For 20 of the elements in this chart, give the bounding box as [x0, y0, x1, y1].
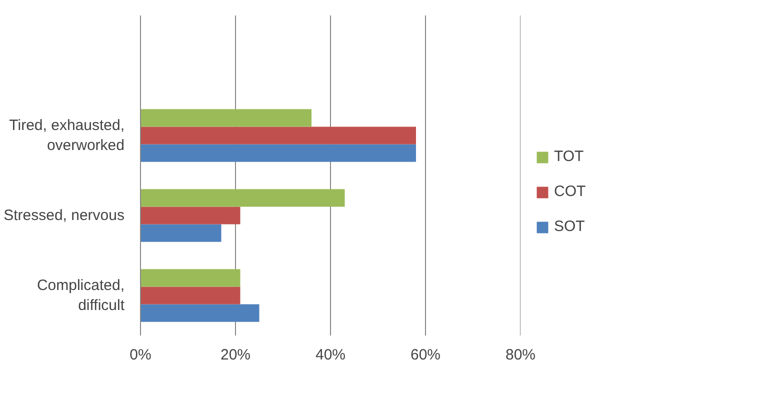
bar [140, 286, 240, 304]
y-tick-label: Tired, exhausted, overworked [9, 116, 125, 154]
legend-label: SOT [554, 218, 585, 235]
legend-label: TOT [554, 148, 584, 165]
x-tick-label: 20% [220, 346, 251, 364]
bar [140, 206, 240, 224]
x-tick-label: 40% [315, 346, 346, 364]
y-tick-label: Complicated, difficult [36, 276, 126, 314]
x-tick-label: 0% [130, 346, 152, 364]
bar [140, 144, 416, 162]
bar [140, 126, 416, 144]
legend-label: COT [554, 183, 586, 200]
bar [140, 269, 240, 287]
bar [140, 109, 312, 127]
bar [140, 224, 222, 242]
bar [140, 189, 345, 207]
bar [140, 304, 260, 322]
y-tick-label: Stressed, nervous [4, 207, 125, 224]
x-tick-label: 80% [505, 346, 536, 364]
x-tick-label: 60% [410, 346, 441, 364]
